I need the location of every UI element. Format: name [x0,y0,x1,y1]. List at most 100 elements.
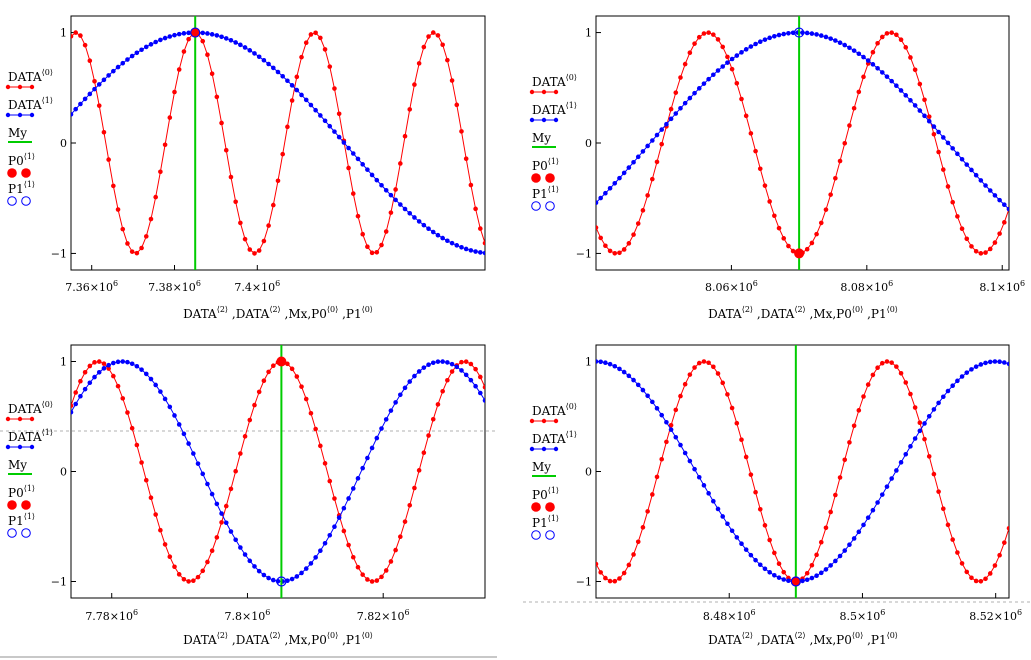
data1-point [837,40,843,45]
chart-panel-1: 1 0 −1 7.36×106 7.38×106 7.4×106 DATA⟨0⟩ DATA⟨1… [5,15,486,321]
data0-point [360,231,365,237]
data0-point [308,410,314,416]
data1-point [82,386,88,392]
data0-point [772,550,777,556]
data1-point [186,30,191,36]
data1-point [720,64,726,69]
data1-point [228,529,234,534]
data1-point [459,368,464,373]
data1-point [162,35,168,41]
data0-point [158,169,163,175]
data0-point [350,554,356,560]
data1-point [407,379,413,384]
x-tick-label: 8.52×106 [969,608,1022,623]
data0-point [407,502,413,508]
data0-point [987,246,993,252]
data1-point [143,371,149,377]
data0-point [393,187,398,192]
data1-point [621,170,627,176]
data1-point [851,48,857,53]
data1-point [753,41,758,47]
x-tick-label: 7.8×106 [225,608,271,623]
data0-point [762,523,768,528]
data0-point [842,457,848,463]
data0-point [617,250,622,256]
data0-point [1006,526,1009,531]
data0-point [261,238,267,244]
x-axis-label: DATA⟨2⟩ ,DATA⟨2⟩ ,Mx,P0⟨0⟩ ,P1⟨0⟩ [708,631,898,647]
data0-point [228,174,234,180]
data0-point [463,156,469,162]
data1-point [388,408,394,413]
data0-point [687,50,693,55]
data1-point [936,129,941,135]
data1-point [879,70,885,75]
data0-point [729,405,735,411]
data1-point [134,363,140,369]
data1-point [922,113,927,119]
data0-point [153,512,158,517]
data1-point [898,460,904,465]
data0-point [106,366,111,371]
data0-point [388,559,394,564]
data0-point [973,578,979,584]
data0-point [696,34,702,40]
data0-point [82,370,88,375]
data1-point [650,399,655,405]
data0-point [753,489,758,495]
data0-point [847,123,852,128]
data1-point [167,34,173,39]
data0-point [931,471,937,477]
legend-swatch-dot [553,418,559,424]
data0-point [757,166,763,172]
data1-point [706,491,711,496]
data1-point [950,383,955,388]
data0-point [964,236,970,242]
data0-point [875,40,880,46]
data0-point [294,374,300,379]
data0-point [912,67,918,73]
data0-point [365,244,370,249]
legend-label-p0: P0⟨1⟩ [8,152,35,168]
x-tick-label: 7.82×106 [357,608,410,623]
data1-point [734,535,740,540]
data1-point [668,116,674,122]
data0-point [983,576,988,582]
data1-point [908,98,913,103]
data0-point [233,468,238,474]
data1-point [617,175,622,181]
data0-point [640,208,646,213]
data1-point [449,240,455,246]
data0-point [823,525,829,531]
data0-point [748,472,754,477]
data0-point [884,31,890,36]
data1-point [73,401,78,407]
data0-point [383,568,389,573]
legend: DATA⟨0⟩ DATA⟨1⟩ My P0⟨1⟩ P1⟨1⟩ [529,73,577,211]
data0-point [650,176,655,182]
data1-point [823,34,829,40]
data1-point [111,68,116,74]
legend-label-p0: P0⟨1⟩ [8,484,35,500]
data0-point [153,194,158,200]
data0-point [134,250,140,256]
data1-point [96,82,102,87]
data1-point [781,577,787,582]
data0-point [402,519,408,524]
legend-swatch-dot [21,168,31,178]
data0-point [379,574,384,580]
plot-area [71,16,485,270]
data1-point [374,435,380,441]
data0-point [303,40,309,46]
data0-point [603,243,608,249]
data1-point [654,132,660,138]
data1-point [696,474,702,480]
data0-point [729,66,735,72]
data1-point [360,465,365,471]
data0-point [299,384,304,389]
data1-point [912,103,918,108]
data0-point [687,372,693,377]
data0-point [955,214,960,219]
data1-point [673,434,679,440]
x-tick-label: 7.78×106 [85,608,138,623]
